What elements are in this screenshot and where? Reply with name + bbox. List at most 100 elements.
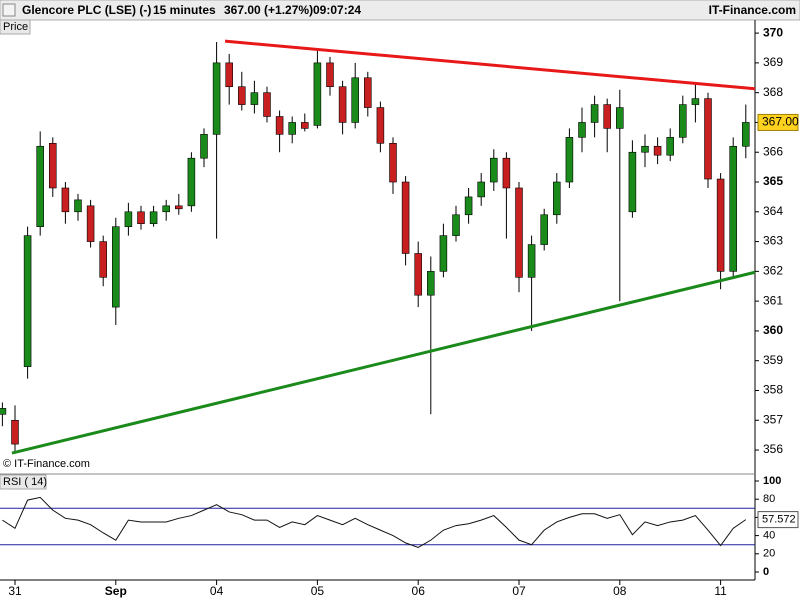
y-tick-label: 370 [763, 25, 783, 39]
x-tick-label: 04 [210, 584, 224, 598]
candle-body [553, 181, 561, 216]
x-tick-label: 31 [8, 584, 22, 598]
candle-body [452, 214, 460, 236]
y-tick-label: 40 [763, 530, 775, 542]
candle-body [36, 145, 44, 227]
candle-body [137, 211, 145, 225]
candle-body [679, 104, 687, 138]
candle-body [212, 62, 221, 135]
candle-body [527, 244, 536, 278]
trendline [224, 39, 756, 91]
candle-body [578, 122, 586, 138]
candle-body [99, 241, 107, 278]
candle-body [351, 77, 359, 123]
candle-body [112, 226, 120, 308]
candle-body [565, 137, 574, 183]
candle-body [238, 86, 246, 105]
candle-body [502, 157, 511, 189]
watermark: © IT-Finance.com [3, 458, 90, 470]
candle-body [49, 142, 57, 189]
y-tick-label: 360 [763, 323, 783, 337]
y-tick-label: 361 [763, 293, 783, 307]
candle-body [628, 151, 637, 213]
candle-body [603, 104, 611, 129]
price-label-box [0, 19, 31, 35]
header-time: 09:07:24 [313, 3, 361, 17]
y-tick-label: 365 [763, 174, 783, 188]
candle-body [124, 211, 133, 227]
rsi-label: RSI ( 14) [3, 476, 47, 488]
header-icon[interactable] [2, 3, 16, 17]
trendline [11, 270, 756, 455]
rsi-last-box [757, 511, 799, 529]
candle-body [175, 205, 183, 210]
y-tick-label: 369 [763, 55, 783, 69]
candle-body [225, 62, 233, 88]
candle-body [515, 187, 523, 278]
rsi-label-box [0, 474, 47, 490]
candle-body [301, 122, 309, 129]
y-tick-label: 356 [763, 442, 783, 456]
candle-body [200, 134, 208, 159]
candle-body [263, 92, 271, 117]
y-tick-label: 363 [763, 234, 783, 248]
y-tick-label: 366 [763, 144, 783, 158]
y-tick-label: 364 [763, 204, 783, 218]
candle-body [464, 196, 473, 216]
header-title: Glencore PLC (LSE) (-) [22, 3, 151, 17]
candle-body [74, 199, 82, 213]
price-label: Price [3, 21, 28, 33]
header-bar [0, 0, 800, 21]
candle-body [490, 157, 498, 183]
candle-body [250, 92, 259, 105]
x-tick-label: 05 [311, 584, 325, 598]
candle-body [326, 62, 334, 88]
candle-body [641, 145, 649, 153]
candle-body [376, 107, 385, 144]
candle-body [742, 122, 750, 147]
candle-body [439, 235, 448, 272]
last-price-box [757, 113, 799, 131]
candle-body [0, 408, 7, 415]
y-tick-label: 368 [763, 85, 783, 99]
candle-body [86, 205, 95, 242]
candle-body [11, 419, 19, 445]
y-tick-label: 362 [763, 264, 783, 278]
candle-body [616, 107, 624, 129]
rsi-last-label: 57.572 [762, 514, 796, 526]
y-tick-label: 358 [763, 383, 783, 397]
x-tick-label: Sep [105, 584, 127, 598]
candle-body [653, 145, 662, 156]
candle-body [729, 145, 737, 272]
candle-body [149, 211, 158, 225]
candle-body [540, 214, 548, 245]
candle-body [477, 181, 485, 198]
x-tick-label: 06 [412, 584, 426, 598]
y-tick-label: 80 [763, 493, 775, 505]
y-tick-label: 20 [763, 548, 775, 560]
candle-body [691, 98, 700, 105]
candle-body [364, 77, 372, 108]
candle-body [275, 116, 284, 135]
candle-body [716, 178, 725, 272]
candle-body [666, 137, 674, 156]
candle-body [288, 122, 296, 135]
x-tick-label: 07 [512, 584, 526, 598]
candle-body [427, 271, 435, 296]
candle-body [704, 98, 712, 180]
y-tick-label: 100 [763, 475, 781, 487]
candle-body [338, 86, 347, 123]
header-interval: 15 minutes [153, 3, 216, 17]
candle-body [414, 253, 422, 296]
y-tick-label: 359 [763, 353, 783, 367]
candle-body [162, 205, 170, 213]
candle-body [187, 157, 196, 207]
x-tick-label: 08 [613, 584, 627, 598]
x-tick-label: 11 [714, 584, 727, 598]
header-quote: 367.00 (+1.27%) [224, 3, 313, 17]
candle-body [23, 235, 32, 367]
candle-body [590, 104, 599, 123]
candle-body [313, 62, 322, 126]
